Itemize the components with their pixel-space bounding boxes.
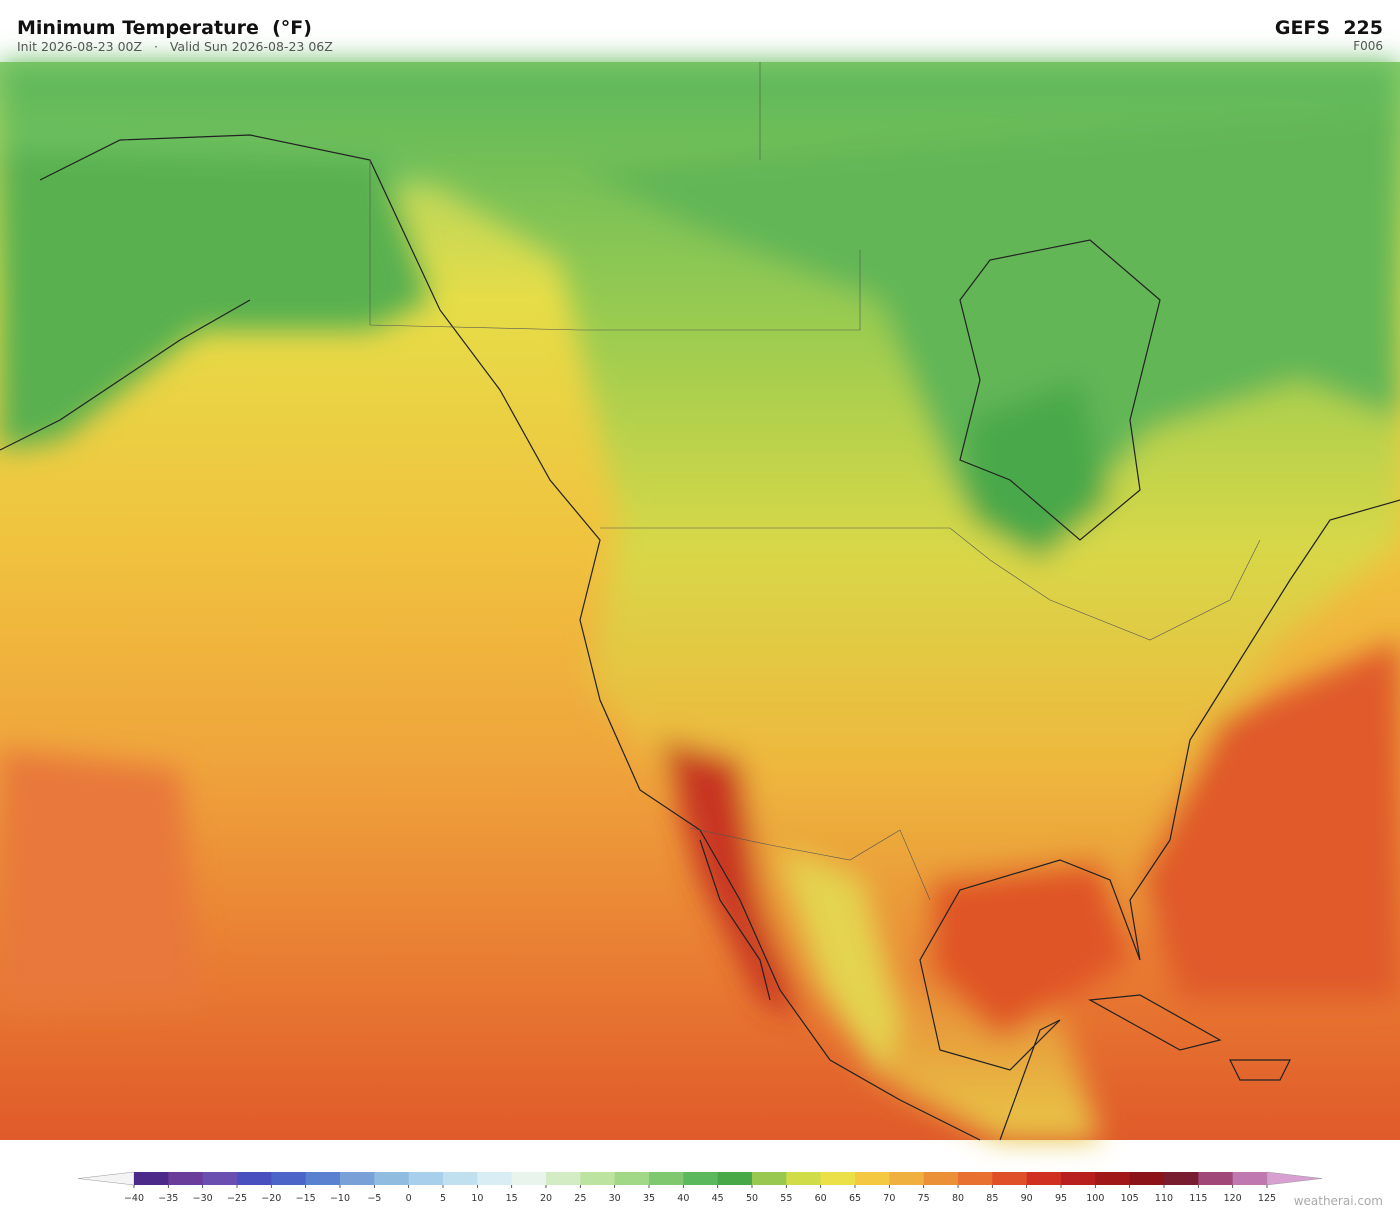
coastlines xyxy=(0,134,1400,1141)
colorbar-tick-label: 25 xyxy=(574,1193,586,1204)
colorbar-cell xyxy=(305,1172,341,1185)
colorbar-tick-label: −35 xyxy=(158,1193,178,1204)
colorbar-tick-label: 65 xyxy=(849,1193,861,1204)
colorbar-tick-label: −15 xyxy=(296,1193,316,1204)
colorbar-tick-label: 45 xyxy=(712,1193,724,1204)
map-title: Minimum Temperature (°F) xyxy=(17,17,312,39)
colorbar-tick-label: 125 xyxy=(1258,1193,1276,1204)
colorbar-tick-label: 40 xyxy=(677,1193,689,1204)
colorbar-under xyxy=(77,1171,135,1186)
colorbar-tick-label: −20 xyxy=(261,1193,281,1204)
colorbar-cell xyxy=(1232,1172,1268,1185)
map xyxy=(0,62,1400,1141)
colorbar-cell xyxy=(1129,1172,1165,1185)
colorbar-tick-label: 90 xyxy=(1021,1193,1033,1204)
colorbar-cell xyxy=(614,1172,650,1185)
colorbar-tick-label: 85 xyxy=(986,1193,998,1204)
colorbar-tick-label: 0 xyxy=(406,1193,412,1204)
colorbar-cell xyxy=(1095,1172,1131,1185)
colorbar-tick-label: 95 xyxy=(1055,1193,1067,1204)
colorbar-cell xyxy=(923,1172,959,1185)
colorbar-cell xyxy=(340,1172,375,1185)
colorbar-cell xyxy=(820,1172,856,1185)
colorbar-cell xyxy=(855,1172,890,1185)
colorbar-cell xyxy=(546,1172,581,1185)
colorbar-cell xyxy=(168,1172,204,1185)
colorbar-tick-label: 75 xyxy=(918,1193,930,1204)
borders xyxy=(369,62,1261,901)
colorbar-cell xyxy=(271,1172,307,1185)
colorbar-tick-label: 5 xyxy=(440,1193,446,1204)
colorbar-cell xyxy=(958,1172,993,1185)
colorbar-cell xyxy=(889,1172,925,1185)
colorbar-cell xyxy=(237,1172,272,1185)
colorbar-tick-label: 60 xyxy=(815,1193,827,1204)
colorbar-tick-label: 15 xyxy=(506,1193,518,1204)
colorbar-tick-label: 70 xyxy=(883,1193,895,1204)
colorbar-cell xyxy=(752,1172,787,1185)
colorbar-tick-label: 100 xyxy=(1086,1193,1104,1204)
colorbar-cell xyxy=(134,1172,169,1185)
colorbar-tick-label: −10 xyxy=(330,1193,350,1204)
model-label: GEFS 225 xyxy=(1275,17,1383,39)
watermark: weatherai.com xyxy=(1294,1194,1383,1208)
colorbar-cell xyxy=(374,1172,410,1185)
colorbar-tick-label: 20 xyxy=(540,1193,552,1204)
run-info: Init 2026-08-23 00Z · Valid Sun 2026-08-… xyxy=(17,39,333,54)
colorbar-cell xyxy=(649,1172,684,1185)
colorbar-cell xyxy=(1061,1172,1096,1185)
colorbar-cell xyxy=(408,1172,444,1185)
colorbar-cell xyxy=(202,1172,238,1185)
colorbar-cell xyxy=(1026,1172,1062,1185)
colorbar-tick-label: 120 xyxy=(1224,1193,1242,1204)
colorbar-cell xyxy=(717,1172,753,1185)
colorbar-tick-label: 55 xyxy=(780,1193,792,1204)
colorbar-tick-label: −25 xyxy=(227,1193,247,1204)
colorbar-tick-label: −40 xyxy=(124,1193,144,1204)
colorbar-cell xyxy=(443,1172,478,1185)
forecast-hour: F006 xyxy=(1353,39,1383,53)
colorbar-cell xyxy=(511,1172,547,1185)
colorbar-tick-label: −30 xyxy=(193,1193,213,1204)
colorbar-cell xyxy=(683,1172,719,1185)
colorbar-tick-label: −5 xyxy=(367,1193,381,1204)
colorbar-cell xyxy=(477,1172,513,1185)
colorbar: −40 −35 −30 −25 −20 −15 −10 −5 0 5 10 15 20 25 30 35 40 4… xyxy=(77,1171,1323,1204)
colorbar-tick-label: 80 xyxy=(952,1193,964,1204)
colorbar-cell xyxy=(1198,1172,1234,1185)
temperature-field xyxy=(0,62,1400,1140)
colorbar-cell xyxy=(1164,1172,1199,1185)
colorbar-tick-label: 35 xyxy=(643,1193,655,1204)
colorbar-tick-label: 110 xyxy=(1155,1193,1173,1204)
colorbar-cell xyxy=(580,1172,616,1185)
colorbar-over xyxy=(1266,1171,1323,1186)
colorbar-tick-label: 10 xyxy=(471,1193,483,1204)
colorbar-tick-label: 105 xyxy=(1121,1193,1139,1204)
colorbar-tick-label: 30 xyxy=(609,1193,621,1204)
colorbar-cell xyxy=(992,1172,1028,1185)
colorbar-tick-label: 115 xyxy=(1189,1193,1207,1204)
colorbar-tick-label: 50 xyxy=(746,1193,758,1204)
colorbar-cell xyxy=(786,1172,822,1185)
